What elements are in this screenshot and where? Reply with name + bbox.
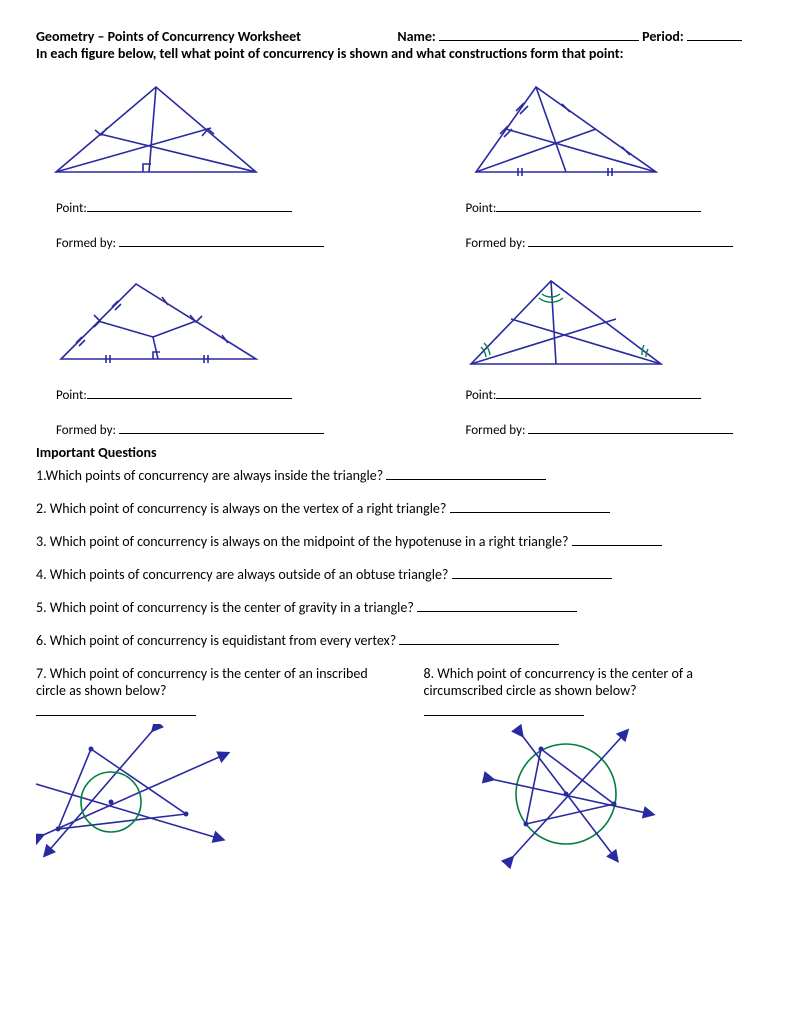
triangle-orthocenter-diagram <box>46 72 276 187</box>
formed-label-1: Formed by: <box>56 236 116 251</box>
point-label-4: Point: <box>466 388 497 403</box>
triangle-circumcenter-diagram <box>46 269 276 369</box>
period-label: Period: <box>642 28 684 45</box>
answer-row-1: Point: Formed by: Point: Formed by: <box>36 191 755 269</box>
figure-cell-4 <box>396 269 756 374</box>
question-2: 2. Which point of concurrency is always … <box>36 500 755 517</box>
header-line: Geometry – Points of Concurrency Workshe… <box>36 28 755 45</box>
instruction-text: In each figure below, tell what point of… <box>36 45 755 62</box>
question-3: 3. Which point of concurrency is always … <box>36 533 755 550</box>
question-5: 5. Which point of concurrency is the cen… <box>36 599 755 616</box>
figure-row-2 <box>36 269 755 374</box>
period-blank[interactable] <box>687 28 742 41</box>
worksheet-page: Geometry – Points of Concurrency Workshe… <box>0 0 791 1024</box>
question-1: 1.Which points of concurrency are always… <box>36 467 755 484</box>
point-label-2: Point: <box>466 201 497 216</box>
circumscribed-circle-cell <box>396 724 756 869</box>
q5-blank[interactable] <box>417 599 577 612</box>
formed-label-3: Formed by: <box>56 423 116 438</box>
answer-row-2: Point: Formed by: Point: Formed by: <box>36 378 755 442</box>
figure-cell-3 <box>36 269 396 374</box>
name-label: Name: <box>397 28 435 45</box>
name-blank[interactable] <box>439 28 639 41</box>
formed-label-2: Formed by: <box>466 236 526 251</box>
question-6: 6. Which point of concurrency is equidis… <box>36 632 755 649</box>
inscribed-circle-diagram <box>36 724 236 869</box>
formed-blank-3[interactable] <box>119 421 324 434</box>
q2-blank[interactable] <box>450 500 610 513</box>
point-label-3: Point: <box>56 388 87 403</box>
inscribed-circle-cell <box>36 724 396 869</box>
point-blank-4[interactable] <box>496 386 701 399</box>
triangle-incenter-diagram <box>456 269 686 374</box>
q6-blank[interactable] <box>399 632 559 645</box>
question-7: 7. Which point of concurrency is the cen… <box>36 665 396 699</box>
formed-blank-4[interactable] <box>528 421 733 434</box>
formed-blank-2[interactable] <box>528 234 733 247</box>
triangle-centroid-diagram <box>456 72 686 187</box>
q4-blank[interactable] <box>452 566 612 579</box>
formed-blank-1[interactable] <box>119 234 324 247</box>
figure-cell-1 <box>36 72 396 187</box>
question-4: 4. Which points of concurrency are alway… <box>36 566 755 583</box>
q7-q8-row: 7. Which point of concurrency is the cen… <box>36 665 755 720</box>
q3-blank[interactable] <box>572 533 662 546</box>
point-blank-1[interactable] <box>87 199 292 212</box>
point-blank-2[interactable] <box>496 199 701 212</box>
point-blank-3[interactable] <box>87 386 292 399</box>
q8-blank[interactable] <box>424 703 584 716</box>
bottom-figure-row <box>36 724 755 869</box>
figure-row-1 <box>36 72 755 187</box>
important-questions-heading: Important Questions <box>36 444 755 461</box>
point-label-1: Point: <box>56 201 87 216</box>
q1-blank[interactable] <box>386 467 546 480</box>
formed-label-4: Formed by: <box>466 423 526 438</box>
question-8: 8. Which point of concurrency is the cen… <box>424 665 756 699</box>
circumscribed-circle-diagram <box>476 724 676 869</box>
worksheet-title: Geometry – Points of Concurrency Workshe… <box>36 28 301 45</box>
q7-blank[interactable] <box>36 703 196 716</box>
figure-cell-2 <box>396 72 756 187</box>
